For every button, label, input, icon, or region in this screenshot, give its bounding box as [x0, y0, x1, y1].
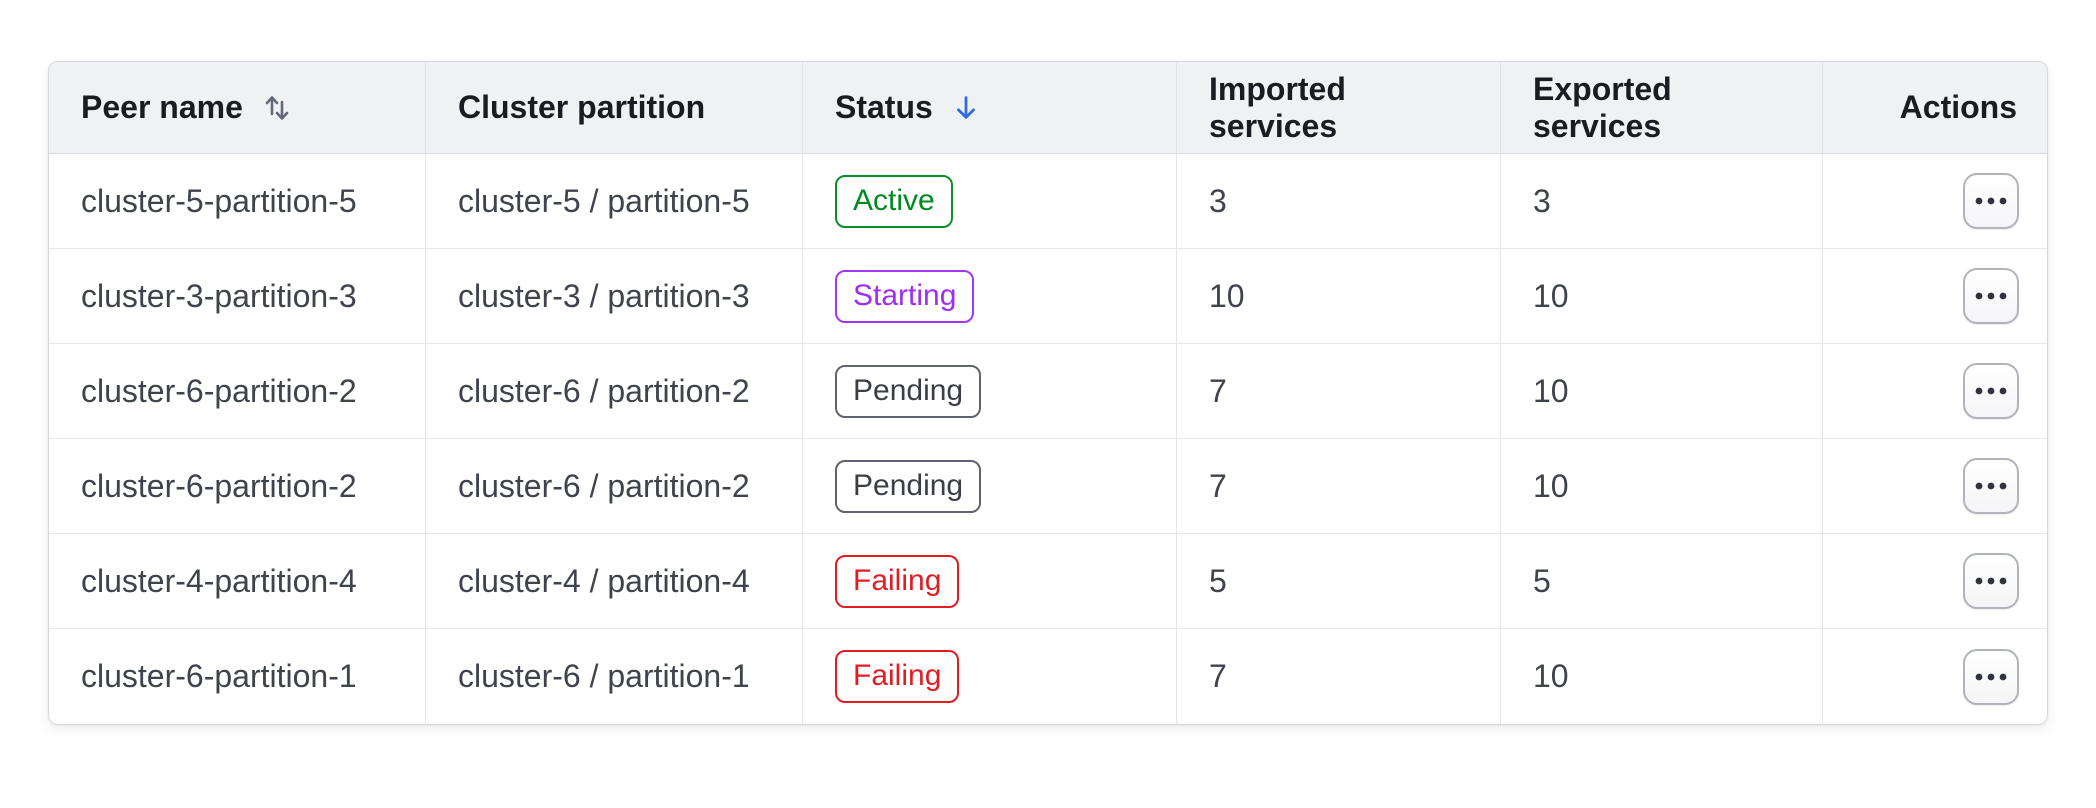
- imported-services-cell: 5: [1177, 534, 1501, 629]
- column-header-imported-services: Imported services: [1177, 62, 1501, 154]
- exported-services-cell: 5: [1501, 534, 1823, 629]
- peers-table: Peer name Cluster partition Status: [49, 62, 2047, 724]
- peer-name-cell: cluster-6-partition-1: [49, 629, 426, 724]
- table-row: cluster-6-partition-2 cluster-6 / partit…: [49, 344, 2047, 439]
- ellipsis-icon: [1975, 673, 2007, 680]
- status-badge: Failing: [835, 650, 960, 703]
- exported-services-cell: 3: [1501, 154, 1823, 249]
- exported-services-cell: 10: [1501, 344, 1823, 439]
- arrow-down-icon[interactable]: [951, 93, 981, 123]
- ellipsis-icon: [1975, 387, 2007, 395]
- column-header-exported-services: Exported services: [1501, 62, 1823, 154]
- table-row: cluster-5-partition-5 cluster-5 / partit…: [49, 154, 2047, 249]
- column-header-peer-name[interactable]: Peer name: [49, 62, 426, 154]
- table-row: cluster-4-partition-4 cluster-4 / partit…: [49, 534, 2047, 629]
- ellipsis-icon: [1975, 577, 2007, 585]
- table-row: cluster-3-partition-3 cluster-3 / partit…: [49, 249, 2047, 344]
- row-actions-button[interactable]: [1963, 648, 2019, 705]
- cluster-partition-cell: cluster-6 / partition-2: [426, 344, 803, 439]
- column-header-label: Exported services: [1533, 70, 1672, 144]
- imported-services-cell: 7: [1177, 629, 1501, 724]
- status-badge: Pending: [835, 364, 982, 418]
- status-cell: Failing: [803, 629, 1177, 724]
- peer-name-cell: cluster-6-partition-2: [49, 344, 426, 439]
- cluster-partition-cell: cluster-4 / partition-4: [426, 534, 803, 629]
- imported-services-cell: 7: [1177, 344, 1501, 439]
- table-row: cluster-6-partition-1 cluster-6 / partit…: [49, 629, 2047, 724]
- ellipsis-icon: [1975, 292, 2007, 300]
- exported-services-cell: 10: [1501, 249, 1823, 344]
- table-body: cluster-5-partition-5 cluster-5 / partit…: [49, 154, 2047, 724]
- peer-name-cell: cluster-3-partition-3: [49, 249, 426, 344]
- peer-name-cell: cluster-4-partition-4: [49, 534, 426, 629]
- cluster-partition-cell: cluster-6 / partition-1: [426, 629, 803, 724]
- ellipsis-icon: [1975, 482, 2007, 490]
- row-actions-button[interactable]: [1963, 268, 2019, 324]
- cluster-partition-cell: cluster-5 / partition-5: [426, 154, 803, 249]
- column-header-label: Actions: [1899, 89, 2017, 125]
- status-badge: Active: [835, 174, 953, 228]
- table-row: cluster-6-partition-2 cluster-6 / partit…: [49, 439, 2047, 534]
- status-cell: Pending: [803, 344, 1177, 439]
- actions-cell: [1823, 344, 2047, 439]
- actions-cell: [1823, 629, 2047, 724]
- row-actions-button[interactable]: [1963, 173, 2019, 229]
- column-header-label: Status: [835, 89, 933, 125]
- table-header: Peer name Cluster partition Status: [49, 62, 2047, 154]
- status-badge: Failing: [835, 554, 960, 608]
- status-cell: Pending: [803, 439, 1177, 534]
- peer-name-cell: cluster-5-partition-5: [49, 154, 426, 249]
- column-header-label: Cluster partition: [458, 89, 706, 125]
- ellipsis-icon: [1975, 197, 2007, 205]
- status-badge: Starting: [835, 269, 975, 323]
- column-header-label: Peer name: [81, 89, 243, 125]
- row-actions-button[interactable]: [1963, 363, 2019, 419]
- column-header-cluster-partition: Cluster partition: [426, 62, 803, 154]
- status-badge: Pending: [835, 459, 982, 513]
- exported-services-cell: 10: [1501, 629, 1823, 724]
- exported-services-cell: 10: [1501, 439, 1823, 534]
- row-actions-button[interactable]: [1963, 553, 2019, 609]
- actions-cell: [1823, 249, 2047, 344]
- status-cell: Starting: [803, 249, 1177, 344]
- cluster-partition-cell: cluster-3 / partition-3: [426, 249, 803, 344]
- sort-up-down-icon[interactable]: [261, 92, 293, 124]
- imported-services-cell: 10: [1177, 249, 1501, 344]
- actions-cell: [1823, 154, 2047, 249]
- status-cell: Active: [803, 154, 1177, 249]
- column-header-status[interactable]: Status: [803, 62, 1177, 154]
- column-header-label: Imported services: [1209, 70, 1346, 144]
- row-actions-button[interactable]: [1963, 458, 2019, 514]
- peers-table-container: Peer name Cluster partition Status: [48, 61, 2048, 725]
- actions-cell: [1823, 534, 2047, 629]
- actions-cell: [1823, 439, 2047, 534]
- imported-services-cell: 3: [1177, 154, 1501, 249]
- imported-services-cell: 7: [1177, 439, 1501, 534]
- peer-name-cell: cluster-6-partition-2: [49, 439, 426, 534]
- header-row: Peer name Cluster partition Status: [49, 62, 2047, 154]
- column-header-actions: Actions: [1823, 62, 2047, 154]
- status-cell: Failing: [803, 534, 1177, 629]
- cluster-partition-cell: cluster-6 / partition-2: [426, 439, 803, 534]
